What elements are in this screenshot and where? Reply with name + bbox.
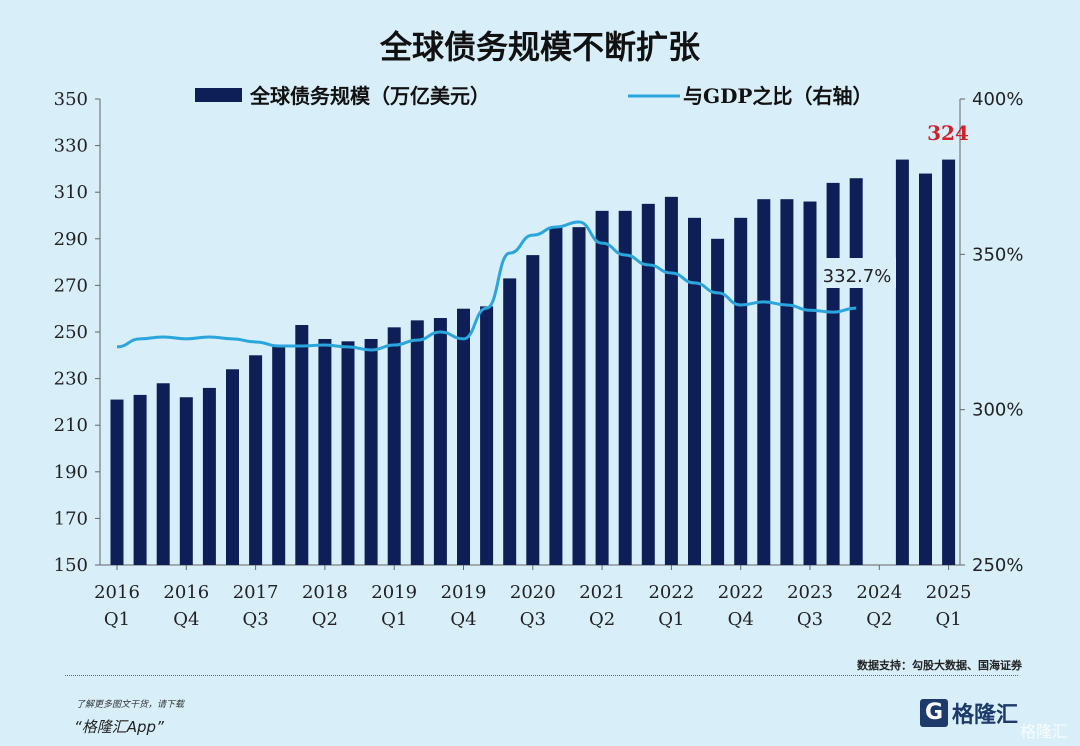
bar [387, 327, 401, 565]
bar [202, 387, 216, 565]
annotation-background [818, 258, 896, 288]
x-tick-label-year: 2016 [163, 582, 209, 603]
x-tick-label-year: 2023 [787, 582, 833, 603]
left-tick-label: 310 [54, 182, 88, 203]
bar [295, 325, 309, 565]
bar [133, 394, 147, 565]
right-tick-label: 400% [972, 89, 1023, 110]
bar [457, 308, 470, 565]
x-tick-label-year: 2022 [718, 582, 764, 603]
x-tick-label-quarter: Q1 [381, 609, 407, 630]
bar [272, 345, 286, 565]
bar [110, 399, 124, 565]
x-tick-label-year: 2021 [579, 582, 625, 603]
bar [156, 383, 170, 565]
left-tick-label: 350 [54, 89, 88, 110]
x-tick-label-year: 2019 [441, 582, 487, 603]
bar [226, 369, 239, 565]
bar [688, 217, 701, 565]
right-tick-label: 350% [972, 244, 1023, 265]
bar [826, 182, 840, 565]
bar [641, 203, 655, 565]
divider [65, 675, 1018, 676]
left-tick-label: 170 [54, 508, 88, 529]
x-tick-label-year: 2018 [302, 582, 348, 603]
bar [318, 338, 332, 565]
logo-mark-icon: G [920, 699, 948, 727]
chart-title: 全球债务规模不断扩张 [379, 28, 700, 66]
legend-bar-swatch [195, 88, 242, 102]
x-tick-label-quarter: Q4 [450, 609, 476, 630]
left-tick-label: 330 [54, 136, 88, 157]
right-tick-label: 300% [972, 400, 1023, 421]
x-tick-label-year: 2022 [648, 582, 694, 603]
bar [803, 201, 817, 565]
bar [618, 210, 632, 565]
left-tick-label: 190 [54, 462, 88, 483]
x-tick-label-quarter: Q2 [866, 609, 892, 630]
x-tick-label-year: 2025 [926, 582, 972, 603]
x-tick-label-quarter: Q3 [520, 609, 546, 630]
bar [341, 341, 355, 565]
bar [503, 278, 517, 565]
bar [364, 338, 378, 565]
left-tick-label: 270 [54, 275, 88, 296]
x-tick-label-quarter: Q2 [312, 609, 338, 630]
watermark: 格隆汇 [1020, 722, 1069, 741]
bar [572, 227, 586, 565]
bar [480, 306, 494, 565]
bar [757, 199, 771, 565]
x-tick-label-year: 2019 [371, 582, 417, 603]
x-tick-label-year: 2016 [94, 582, 140, 603]
bar [711, 238, 725, 566]
bar [179, 397, 193, 565]
ratio-annotation: 332.7% [823, 266, 892, 287]
bar [734, 217, 748, 565]
bar [780, 199, 794, 565]
ratio-line [116, 220, 857, 352]
bar [526, 255, 540, 566]
left-tick-label: 230 [54, 369, 88, 390]
bar [549, 227, 563, 565]
x-tick-label-year: 2024 [856, 582, 902, 603]
promo-line-2: “格隆汇App” [74, 718, 164, 736]
bar [249, 355, 263, 565]
x-tick-label-quarter: Q1 [935, 609, 961, 630]
legend-bar-label: 全球债务规模（万亿美元） [249, 84, 490, 108]
bar [664, 196, 678, 566]
left-tick-label: 250 [54, 322, 88, 343]
bar [410, 320, 424, 565]
x-tick-label-quarter: Q4 [173, 609, 199, 630]
bar [895, 159, 909, 565]
x-tick-label-quarter: Q3 [797, 609, 823, 630]
x-tick-label-quarter: Q3 [242, 609, 268, 630]
bar [595, 210, 609, 565]
left-tick-label: 150 [54, 555, 88, 576]
bar [942, 159, 956, 565]
legend-line-label: 与GDP之比（右轴） [683, 84, 872, 108]
x-tick-label-year: 2020 [510, 582, 556, 603]
x-tick-label-quarter: Q4 [728, 609, 754, 630]
x-tick-label-quarter: Q1 [658, 609, 684, 630]
logo: G 格隆汇 [920, 697, 1018, 729]
left-tick-label: 210 [54, 415, 88, 436]
bar [849, 178, 863, 565]
logo-text: 格隆汇 [952, 703, 1019, 728]
x-tick-label-year: 2017 [233, 582, 279, 603]
bar [433, 318, 447, 565]
bar [919, 173, 932, 565]
bar-annotation: 324 [927, 121, 969, 145]
promo-line-1: 了解更多图文干货，请下载 [76, 700, 185, 710]
data-source: 数据支持：勾股大数据、国海证券 [857, 659, 1022, 672]
left-tick-label: 290 [54, 229, 88, 250]
x-tick-label-quarter: Q2 [589, 609, 615, 630]
right-tick-label: 250% [972, 555, 1023, 576]
x-tick-label-quarter: Q1 [104, 609, 130, 630]
